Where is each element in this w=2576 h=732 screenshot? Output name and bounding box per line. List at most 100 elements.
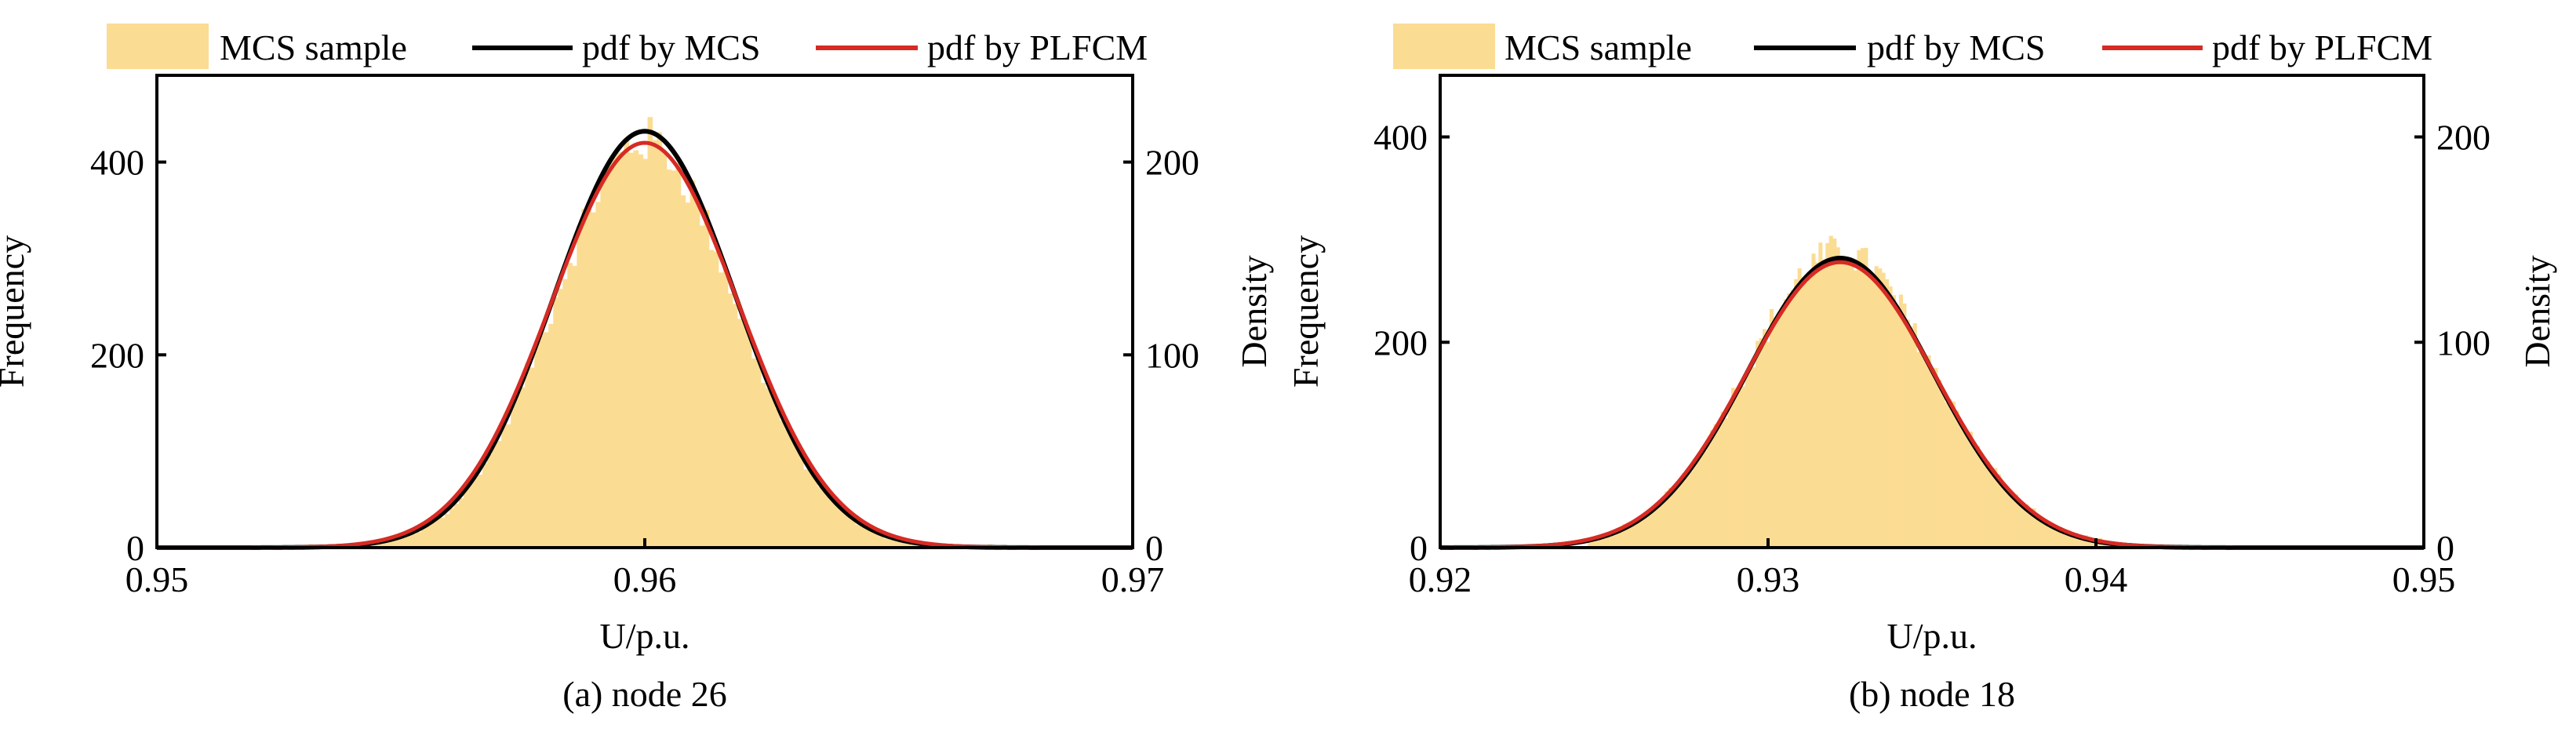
x-tick-label: 0.96 xyxy=(613,559,677,599)
histogram-bar xyxy=(1979,455,1984,548)
histogram-bar xyxy=(435,515,441,548)
histogram-bar xyxy=(1811,253,1816,548)
histogram-bar xyxy=(831,498,837,548)
histogram-bar xyxy=(770,393,776,548)
histogram-bar xyxy=(1629,520,1634,548)
histogram-bar xyxy=(2056,528,2061,548)
histogram-bar xyxy=(860,523,865,548)
histogram-bar xyxy=(2018,500,2022,548)
histogram-bar xyxy=(2049,525,2054,548)
histogram-bar xyxy=(1679,480,1683,548)
histogram-bar xyxy=(1909,326,1914,548)
histogram-bar xyxy=(722,268,729,548)
histogram-bar xyxy=(793,446,799,548)
histogram-bar xyxy=(784,428,790,548)
histogram-bar xyxy=(675,162,682,548)
histogram-bar xyxy=(369,544,375,548)
histogram-bar xyxy=(2080,539,2085,548)
histogram-bar xyxy=(755,359,762,548)
y-tick-label: 400 xyxy=(1374,118,1428,158)
histogram-bar xyxy=(1633,523,1638,548)
histogram-bar xyxy=(1885,279,1890,548)
histogram-bar xyxy=(1846,264,1851,548)
histogram-bar xyxy=(1881,272,1886,548)
histogram-bar xyxy=(402,536,408,548)
histogram-bar xyxy=(661,151,668,548)
histogram-bar xyxy=(1598,535,1603,548)
histogram-bar xyxy=(1717,425,1722,548)
histogram-bar xyxy=(1672,490,1676,548)
histogram-bar xyxy=(1996,474,2001,548)
histogram-bar xyxy=(1622,523,1627,548)
histogram-bar xyxy=(2070,537,2075,548)
histogram-bar xyxy=(2035,515,2039,548)
histogram-bar xyxy=(425,525,431,548)
histogram-bar xyxy=(732,304,738,548)
x-axis-label-b: U/p.u. xyxy=(1887,616,1977,656)
x-axis-label-a: U/p.u. xyxy=(600,616,690,656)
histogram-bar xyxy=(1801,279,1806,548)
histogram-bar xyxy=(751,358,757,548)
histogram-bar xyxy=(487,453,493,548)
histogram-bar xyxy=(411,534,417,548)
histogram-bar xyxy=(506,424,511,548)
legend-plfcm-label: pdf by PLFCM xyxy=(2212,27,2432,67)
y-tick-label: 0 xyxy=(126,528,144,568)
histogram-bar xyxy=(577,225,582,548)
histogram-bar xyxy=(827,495,832,548)
histogram-bar xyxy=(454,504,460,548)
histogram-bar xyxy=(1878,268,1883,548)
histogram-bar xyxy=(1808,273,1813,548)
y-axis-label-b: Frequency xyxy=(1286,235,1326,388)
histogram-bar xyxy=(652,140,658,548)
histogram-bar xyxy=(492,443,497,548)
histogram-bar xyxy=(1986,461,1991,548)
histogram-bar xyxy=(1867,275,1872,548)
histogram-bar xyxy=(879,532,884,548)
histogram-bar xyxy=(1874,266,1879,548)
histogram-bar xyxy=(888,535,893,548)
histogram-bar xyxy=(689,180,696,548)
y2-tick-label: 100 xyxy=(2436,322,2490,362)
histogram-bar xyxy=(1710,430,1715,548)
histogram-bar xyxy=(642,158,649,548)
histogram-bar xyxy=(1665,491,1669,548)
histogram-bar xyxy=(699,225,705,548)
histogram-bar xyxy=(874,529,879,548)
histogram-bar xyxy=(1675,484,1679,548)
histogram-bar xyxy=(704,209,710,548)
histogram-bar xyxy=(1804,282,1809,548)
histogram-bar xyxy=(1650,512,1655,548)
histogram-bar xyxy=(1962,425,1967,548)
histogram-bar xyxy=(2028,512,2032,548)
histogram-bar xyxy=(798,453,804,548)
panel-b: MCS sample pdf by MCS pdf by PLFCM 0.92 0… xyxy=(1286,24,2557,714)
histogram-bar xyxy=(680,195,686,548)
histogram-bar xyxy=(855,524,860,548)
histogram-bar xyxy=(836,505,842,548)
histogram-bar xyxy=(1689,471,1694,548)
histogram-bar xyxy=(534,342,540,548)
histogram-bar xyxy=(774,408,780,548)
histogram-bar xyxy=(1832,238,1837,548)
histogram-bar xyxy=(1989,471,1994,548)
histogram-bar xyxy=(1976,446,1981,548)
histogram-bar xyxy=(482,463,488,548)
histogram-bar xyxy=(497,441,502,548)
histogram-bar xyxy=(2007,490,2012,548)
histogram-bar xyxy=(544,332,549,548)
histogram-bar xyxy=(1769,308,1774,548)
legend-b: MCS sample pdf by MCS pdf by PLFCM xyxy=(1393,24,2432,69)
y2-tick-label: 200 xyxy=(1145,143,1199,183)
histogram-bar xyxy=(515,389,521,548)
histogram-bar xyxy=(2084,535,2089,548)
histogram-bar xyxy=(1591,537,1595,548)
histogram-bar xyxy=(694,195,700,548)
histogram-bar xyxy=(416,532,422,548)
y2-axis-label-a: Density xyxy=(1234,255,1274,367)
histogram-bar xyxy=(1836,247,1840,548)
histogram-bar xyxy=(633,150,639,548)
histogram-bar xyxy=(1748,363,1753,548)
histogram-bar xyxy=(1745,373,1749,548)
